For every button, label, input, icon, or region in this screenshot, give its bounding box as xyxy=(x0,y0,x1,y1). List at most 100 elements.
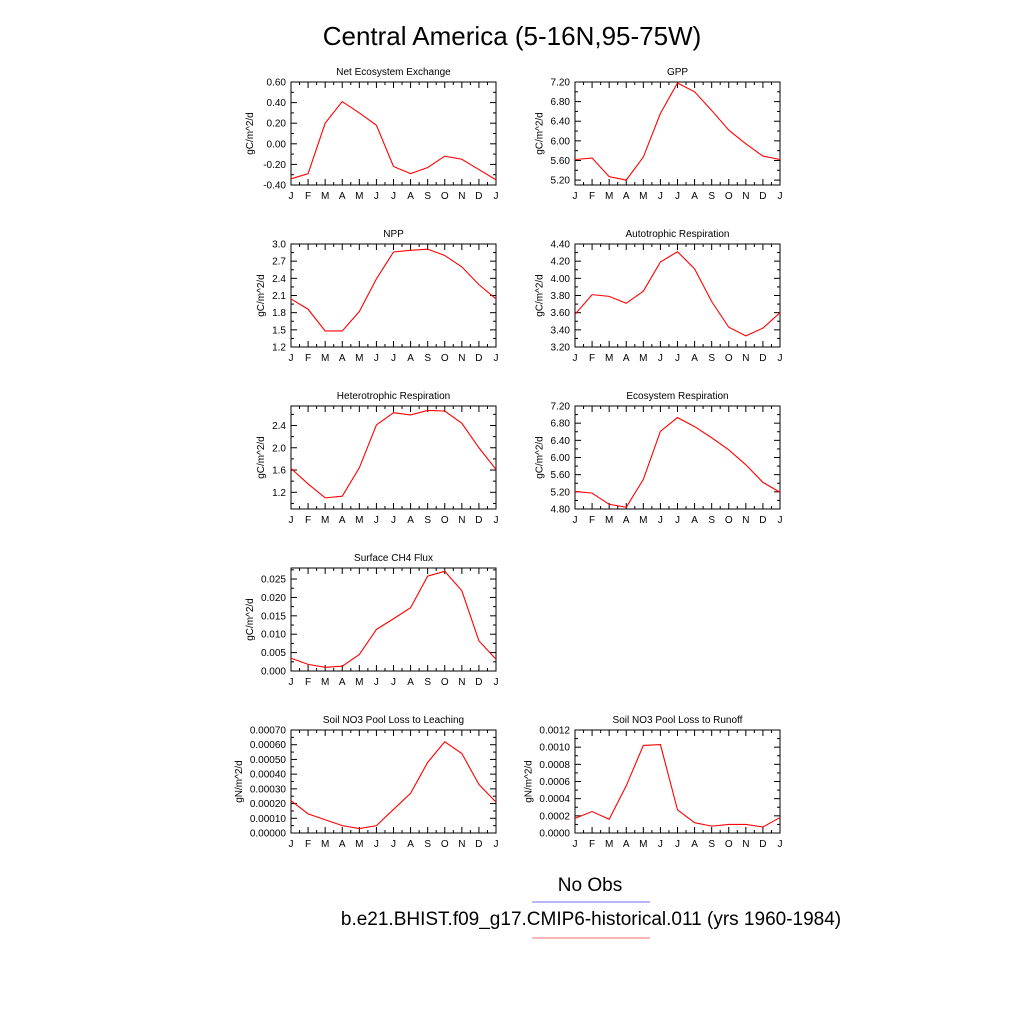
panel-title: NPP xyxy=(383,229,404,240)
y-tick-label: 0.20 xyxy=(267,119,287,130)
x-tick-label: J xyxy=(573,515,578,526)
x-tick-label: A xyxy=(691,353,698,364)
x-tick-label: S xyxy=(708,515,715,526)
x-tick-label: A xyxy=(407,191,414,202)
y-tick-label: 6.00 xyxy=(551,136,571,147)
y-tick-label: 0.010 xyxy=(261,630,286,641)
x-tick-label: M xyxy=(321,677,329,688)
x-tick-label: A xyxy=(339,353,346,364)
series-line xyxy=(290,741,497,830)
x-tick-label: N xyxy=(458,677,465,688)
x-tick-label: J xyxy=(289,677,294,688)
x-tick-label: J xyxy=(778,353,783,364)
x-tick-label: J xyxy=(374,191,379,202)
y-tick-label: 0.0000 xyxy=(539,829,570,840)
x-tick-label: J xyxy=(289,353,294,364)
y-tick-label: 3.80 xyxy=(551,291,571,302)
x-tick-label: D xyxy=(759,515,766,526)
x-tick-label: J xyxy=(658,839,663,850)
x-tick-label: S xyxy=(424,353,431,364)
x-tick-label: S xyxy=(424,839,431,850)
panel-title: Ecosystem Respiration xyxy=(626,391,728,402)
x-tick-label: A xyxy=(407,515,414,526)
x-tick-label: J xyxy=(494,353,499,364)
x-tick-label: J xyxy=(391,353,396,364)
x-tick-label: M xyxy=(355,839,363,850)
y-axis-label: gC/m^2/d xyxy=(256,274,267,317)
x-tick-label: J xyxy=(494,191,499,202)
series-line xyxy=(290,100,497,181)
y-tick-label: 6.40 xyxy=(551,436,571,447)
y-tick-label: 0.020 xyxy=(261,593,286,604)
x-tick-label: J xyxy=(289,191,294,202)
legend-label-obs: No Obs xyxy=(558,875,622,896)
y-tick-label: 2.0 xyxy=(272,443,286,454)
x-tick-label: J xyxy=(289,515,294,526)
y-tick-label: 0.0008 xyxy=(539,760,570,771)
x-tick-label: J xyxy=(391,677,396,688)
panel-title: Autotrophic Respiration xyxy=(626,229,730,240)
panel-title: GPP xyxy=(667,67,688,78)
y-tick-label: 2.7 xyxy=(272,257,286,268)
x-tick-label: J xyxy=(675,515,680,526)
x-tick-label: F xyxy=(305,191,311,202)
x-tick-label: O xyxy=(441,839,449,850)
y-tick-label: 1.2 xyxy=(272,343,286,354)
x-tick-label: A xyxy=(691,515,698,526)
x-tick-label: M xyxy=(605,191,613,202)
y-tick-label: 0.025 xyxy=(261,575,286,586)
figure-title: Central America (5-16N,95-75W) xyxy=(323,21,702,51)
x-tick-label: F xyxy=(305,353,311,364)
x-tick-label: M xyxy=(355,353,363,364)
y-tick-label: 1.2 xyxy=(272,488,286,499)
x-tick-label: D xyxy=(759,353,766,364)
y-tick-label: 5.60 xyxy=(551,156,571,167)
x-tick-label: D xyxy=(759,839,766,850)
x-tick-label: S xyxy=(708,353,715,364)
y-tick-label: 0.40 xyxy=(267,98,287,109)
x-tick-label: F xyxy=(589,839,595,850)
y-tick-label: 1.5 xyxy=(272,325,286,336)
x-tick-label: O xyxy=(725,353,733,364)
y-tick-label: 1.8 xyxy=(272,308,286,319)
y-tick-label: 0.00050 xyxy=(250,755,287,766)
x-tick-label: F xyxy=(589,515,595,526)
x-tick-label: J xyxy=(675,839,680,850)
x-tick-label: A xyxy=(407,353,414,364)
y-tick-label: 1.6 xyxy=(272,466,286,477)
y-tick-label: 3.40 xyxy=(551,325,571,336)
series-line xyxy=(290,248,497,332)
plot-frame xyxy=(290,729,497,834)
x-tick-label: J xyxy=(573,839,578,850)
y-tick-label: 4.80 xyxy=(551,505,571,516)
x-tick-label: O xyxy=(441,515,449,526)
x-tick-label: D xyxy=(475,515,482,526)
panel-title: Net Ecosystem Exchange xyxy=(336,67,451,78)
panel-title: Surface CH4 Flux xyxy=(354,553,433,564)
plot-frame xyxy=(290,567,497,672)
x-tick-label: M xyxy=(605,839,613,850)
x-tick-label: J xyxy=(289,839,294,850)
y-tick-label: 0.0010 xyxy=(539,743,570,754)
x-tick-label: S xyxy=(424,191,431,202)
plot-frame xyxy=(290,243,497,348)
legend-label-model: b.e21.BHIST.f09_g17.CMIP6-historical.011… xyxy=(341,909,841,930)
x-tick-label: J xyxy=(658,515,663,526)
y-tick-label: 2.1 xyxy=(272,291,286,302)
x-tick-label: J xyxy=(675,353,680,364)
x-tick-label: M xyxy=(321,353,329,364)
x-tick-label: M xyxy=(639,839,647,850)
y-tick-label: 0.00070 xyxy=(250,726,287,737)
x-tick-label: A xyxy=(623,191,630,202)
y-tick-label: 7.20 xyxy=(551,78,571,89)
x-tick-label: F xyxy=(305,677,311,688)
x-tick-label: A xyxy=(691,839,698,850)
series-line xyxy=(574,416,781,508)
x-tick-label: S xyxy=(708,839,715,850)
x-tick-label: D xyxy=(475,191,482,202)
y-tick-label: 6.80 xyxy=(551,97,571,108)
